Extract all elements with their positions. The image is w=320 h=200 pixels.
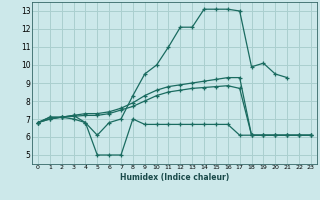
- X-axis label: Humidex (Indice chaleur): Humidex (Indice chaleur): [120, 173, 229, 182]
